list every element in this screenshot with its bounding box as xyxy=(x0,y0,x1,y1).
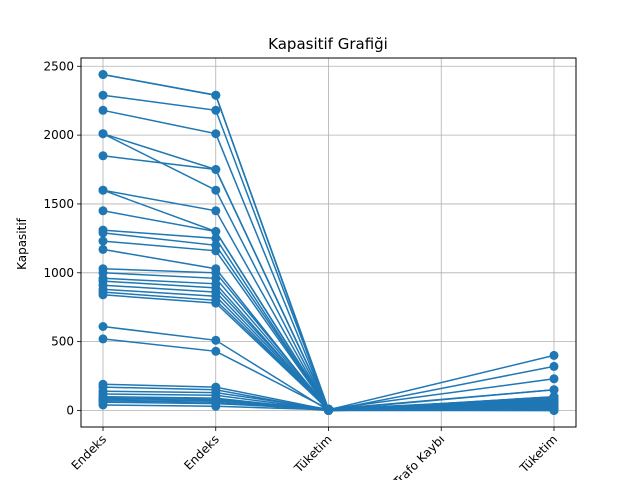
data-point xyxy=(98,236,108,246)
y-axis: 0 500 1000 1500 2000 2500 xyxy=(43,59,81,417)
chart-title: Kapasitif Grafiği xyxy=(268,35,388,53)
y-axis-label: Kapasitif xyxy=(15,217,29,270)
data-point xyxy=(211,227,221,236)
data-point xyxy=(98,105,108,115)
data-point xyxy=(98,206,108,216)
data-point xyxy=(211,298,221,308)
y-tick-label: 1500 xyxy=(43,197,74,211)
data-point xyxy=(98,228,108,238)
y-tick-label: 0 xyxy=(66,403,74,417)
data-point xyxy=(211,129,221,139)
data-point xyxy=(98,334,108,344)
data-point xyxy=(98,244,108,254)
series-lines xyxy=(102,73,555,412)
series-line-9 xyxy=(102,210,555,411)
data-point xyxy=(211,346,221,356)
data-point xyxy=(549,361,559,371)
series-line-6 xyxy=(102,155,555,411)
data-point xyxy=(211,401,221,411)
data-point xyxy=(549,350,559,360)
data-point xyxy=(98,185,108,195)
data-point xyxy=(211,185,221,195)
data-point xyxy=(98,322,108,331)
data-point xyxy=(211,246,221,256)
y-tick-label: 500 xyxy=(51,335,74,349)
data-point xyxy=(324,405,333,415)
data-point xyxy=(211,165,221,174)
data-point xyxy=(98,70,108,79)
data-point xyxy=(98,400,108,410)
data-point xyxy=(98,129,108,139)
y-tick-label: 2000 xyxy=(43,128,74,142)
series-line-26 xyxy=(102,390,555,410)
data-point xyxy=(211,206,221,216)
data-point xyxy=(549,385,559,395)
series-line-33 xyxy=(102,404,555,411)
data-point xyxy=(98,90,108,100)
series-line-32 xyxy=(102,401,555,410)
series-points xyxy=(98,70,559,415)
data-point xyxy=(211,105,221,115)
data-point xyxy=(211,90,221,100)
data-point xyxy=(549,374,559,384)
data-point xyxy=(211,233,221,243)
data-point xyxy=(98,290,108,300)
data-point xyxy=(98,151,108,161)
y-tick-label: 2500 xyxy=(43,59,74,73)
series-line-7 xyxy=(102,189,555,412)
y-tick-label: 1000 xyxy=(43,266,74,280)
data-point xyxy=(549,404,559,414)
data-point xyxy=(211,335,221,345)
